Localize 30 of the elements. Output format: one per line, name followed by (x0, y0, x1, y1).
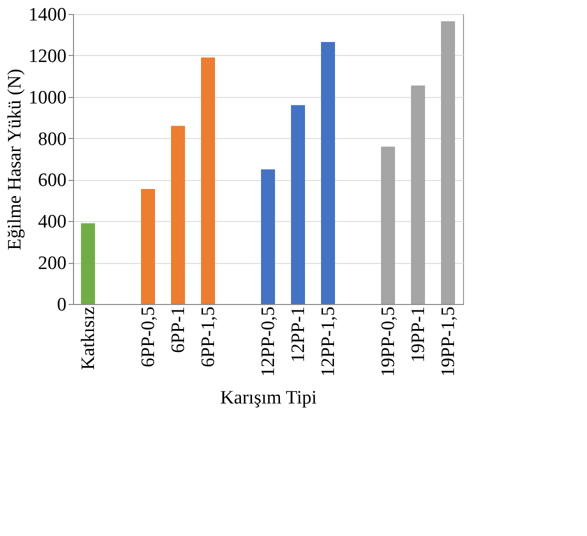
y-tick-label: 400 (38, 212, 66, 233)
y-axis-title: Eğilme Hasar Yükü (N) (4, 68, 26, 250)
bar (411, 85, 425, 304)
bar (81, 223, 95, 304)
x-tick-label: 6PP-0,5 (138, 306, 159, 368)
bar (261, 169, 275, 304)
bar (291, 105, 305, 304)
x-tick-label: 12PP-1,5 (318, 306, 339, 377)
y-tick-label: 0 (57, 294, 66, 316)
bar (171, 126, 185, 304)
y-tick-label: 1200 (28, 46, 66, 67)
y-tick-label: 800 (38, 128, 66, 150)
bar (201, 58, 215, 304)
x-tick-label: 12PP-0,5 (258, 306, 279, 377)
x-tick-label: 12PP-1 (288, 306, 309, 362)
x-tick-label: 19PP-1,5 (438, 306, 459, 377)
bar (441, 21, 455, 304)
y-tick-label: 1000 (28, 87, 66, 108)
bar (381, 146, 395, 304)
x-tick-label: 19PP-1 (408, 306, 429, 362)
y-tick-label: 1400 (28, 4, 66, 26)
bar (141, 189, 155, 304)
x-tick-label: 19PP-0,5 (378, 306, 399, 377)
x-axis-title: Karışım Tipi (220, 388, 317, 409)
x-tick-label: 6PP-1,5 (198, 306, 219, 368)
x-tick-label: Katkısız (78, 306, 99, 370)
y-tick-label: 600 (38, 170, 66, 192)
bar (321, 42, 335, 304)
y-tick-label: 200 (38, 253, 66, 274)
x-tick-label: 6PP-1 (168, 306, 189, 353)
